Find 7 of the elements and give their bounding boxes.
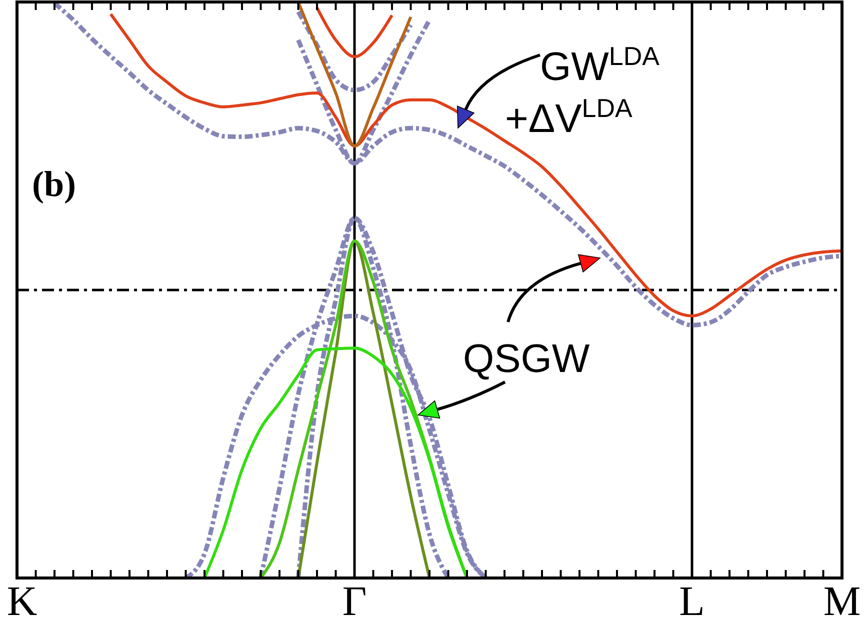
annotation: (b) — [32, 164, 76, 204]
annotation: QSGW — [463, 337, 590, 381]
text: GW$^{LDA}$ +ΔV$^{LDA}$ — [505, 41, 660, 141]
x-tick-label: Γ — [342, 579, 367, 621]
x-tick-label: K — [6, 579, 38, 621]
x-tick-label: M — [823, 579, 861, 621]
x-tick-label: L — [679, 579, 705, 621]
